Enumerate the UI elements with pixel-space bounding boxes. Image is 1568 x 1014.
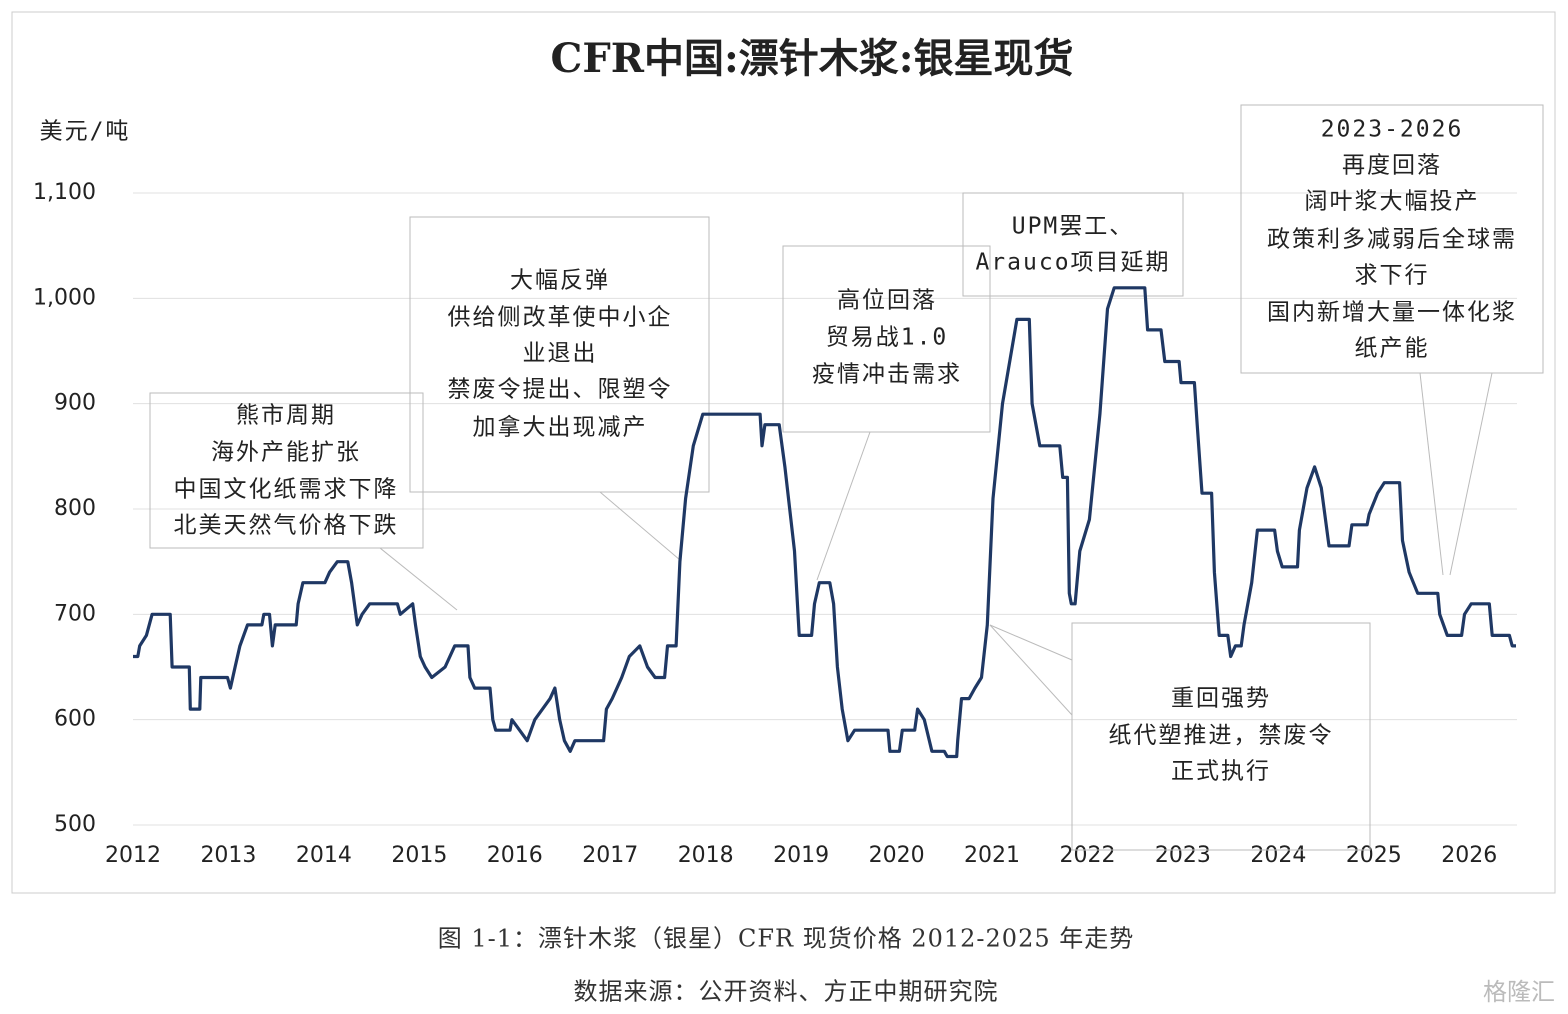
annotation-text: 政策利多减弱后全球需 (1267, 227, 1517, 253)
annotation-box (149, 392, 424, 549)
annotation-leader (989, 624, 1073, 716)
x-tick-label: 2015 (391, 843, 447, 868)
chart-frame (11, 11, 1556, 894)
annotation-text: 中国文化纸需求下降 (174, 477, 399, 503)
y-tick-label: 600 (54, 707, 96, 732)
annotation-text: 正式执行 (1171, 759, 1271, 785)
annotation-text: 求下行 (1355, 263, 1430, 289)
annotation-text: 海外产能扩张 (211, 440, 361, 466)
x-tick-label: 2012 (105, 843, 161, 868)
y-tick-label: 700 (54, 601, 96, 626)
y-tick-label: 500 (54, 812, 96, 837)
x-tick-label: 2018 (678, 843, 734, 868)
x-tick-label: 2022 (1059, 843, 1115, 868)
annotation-box (409, 216, 710, 493)
y-axis-label: 美元/吨 (40, 119, 131, 145)
chart-title: CFR中国:漂针木浆:银星现货 (550, 35, 1073, 82)
x-tick-label: 2020 (869, 843, 925, 868)
price-line (133, 286, 1516, 759)
annotation-leader (599, 491, 681, 561)
x-tick-label: 2014 (296, 843, 352, 868)
annotation-text: 高位回落 (837, 288, 937, 314)
x-tick-label: 2021 (964, 843, 1020, 868)
annotation-text: 业退出 (523, 341, 598, 367)
y-tick-label: 1,000 (33, 285, 96, 310)
x-tick-label: 2017 (582, 843, 638, 868)
x-tick-label: 2023 (1155, 843, 1211, 868)
annotation-text: 2023-2026 (1321, 117, 1464, 143)
annotation-text: 国内新增大量一体化浆 (1267, 300, 1517, 326)
y-tick-label: 1,100 (33, 180, 96, 205)
x-tick-label: 2024 (1250, 843, 1306, 868)
y-tick-label: 800 (54, 496, 96, 521)
annotation-text: 熊市周期 (236, 403, 336, 429)
annotation-text: 阔叶浆大幅投产 (1305, 189, 1480, 215)
annotation-text: 大幅反弹 (510, 268, 610, 294)
annotation-text: Arauco项目延期 (975, 250, 1170, 276)
annotation-text: 供给侧改革使中小企 (448, 305, 673, 331)
source: 数据来源：公开资料、方正中期研究院 (574, 978, 999, 1006)
annotation-box (782, 245, 991, 433)
x-tick-label: 2026 (1441, 843, 1497, 868)
annotation-text: 疫情冲击需求 (812, 362, 962, 388)
annotation-box (1071, 622, 1371, 851)
annotation-box (962, 192, 1184, 297)
annotation-leader (379, 547, 458, 611)
annotation-text: 纸产能 (1355, 336, 1430, 362)
annotation-box (1240, 104, 1544, 374)
annotation-leader (816, 431, 871, 581)
annotation-leader (1419, 372, 1444, 576)
annotation-leader (989, 624, 1073, 661)
annotation-text: 再度回落 (1342, 153, 1442, 179)
annotation-text: 贸易战1.0 (826, 325, 949, 351)
annotation-text: UPM罢工、 (1012, 214, 1135, 240)
x-tick-label: 2019 (773, 843, 829, 868)
annotation-text: 重回强势 (1171, 686, 1271, 712)
x-tick-label: 2013 (200, 843, 256, 868)
annotation-leader (1449, 372, 1493, 576)
x-tick-label: 2025 (1346, 843, 1402, 868)
annotation-text: 加拿大出现减产 (473, 414, 648, 441)
y-tick-label: 900 (54, 391, 96, 416)
annotation-text: 禁废令提出、限塑令 (448, 377, 673, 403)
annotation-text: 北美天然气价格下跌 (174, 513, 399, 539)
caption: 图 1-1：漂针木浆（银星）CFR 现货价格 2012-2025 年走势 (438, 925, 1135, 953)
annotation-text: 纸代塑推进，禁废令 (1109, 723, 1334, 749)
watermark: 格隆汇 (1483, 978, 1555, 1006)
x-tick-label: 2016 (487, 843, 543, 868)
